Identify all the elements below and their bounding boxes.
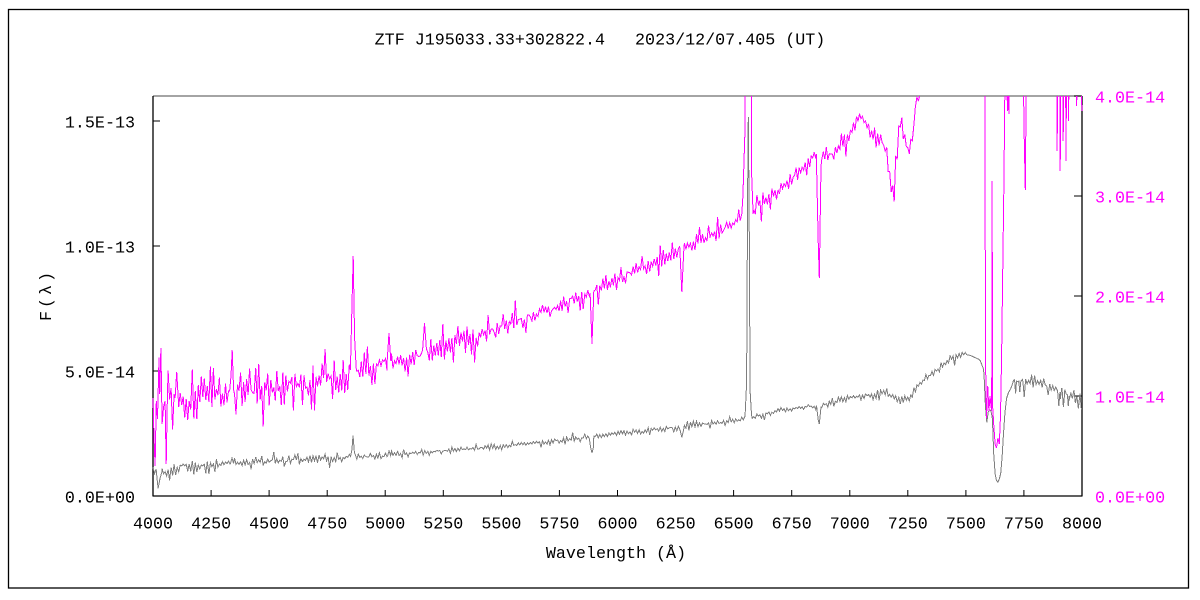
svg-text:F(λ): F(λ): [38, 269, 57, 321]
svg-text:5750: 5750: [539, 516, 579, 535]
svg-text:Wavelength (Å): Wavelength (Å): [546, 545, 686, 564]
svg-text:5250: 5250: [423, 516, 463, 535]
svg-text:7000: 7000: [830, 516, 870, 535]
svg-text:7500: 7500: [946, 516, 986, 535]
svg-text:1.0E-13: 1.0E-13: [65, 240, 135, 259]
svg-text:4750: 4750: [307, 516, 347, 535]
svg-text:0.0E+00: 0.0E+00: [65, 490, 135, 509]
svg-text:5.0E-14: 5.0E-14: [65, 365, 135, 384]
svg-text:6000: 6000: [597, 516, 637, 535]
svg-text:4500: 4500: [249, 516, 289, 535]
svg-text:6500: 6500: [714, 516, 754, 535]
svg-text:4.0E-14: 4.0E-14: [1095, 90, 1165, 109]
svg-text:0.0E+00: 0.0E+00: [1095, 490, 1165, 509]
svg-text:ZTF J195033.33+302822.4 2023: ZTF J195033.33+302822.4 2023/12/07.405 (…: [375, 32, 826, 51]
svg-text:5500: 5500: [481, 516, 521, 535]
svg-text:7750: 7750: [1004, 516, 1044, 535]
svg-text:5000: 5000: [365, 516, 405, 535]
svg-text:6250: 6250: [656, 516, 696, 535]
svg-text:4250: 4250: [191, 516, 231, 535]
svg-text:1.5E-13: 1.5E-13: [65, 115, 135, 134]
svg-text:8000: 8000: [1062, 516, 1102, 535]
svg-text:1.0E-14: 1.0E-14: [1095, 390, 1165, 409]
svg-text:6750: 6750: [772, 516, 812, 535]
svg-text:4000: 4000: [133, 516, 173, 535]
svg-text:7250: 7250: [888, 516, 928, 535]
svg-text:2.0E-14: 2.0E-14: [1095, 290, 1165, 309]
svg-text:3.0E-14: 3.0E-14: [1095, 190, 1165, 209]
